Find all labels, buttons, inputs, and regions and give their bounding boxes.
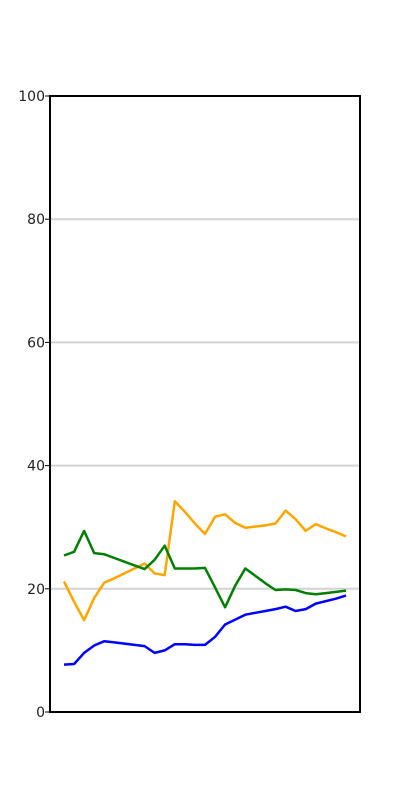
- grid-lines: [50, 218, 360, 590]
- plot-frame: [49, 95, 361, 713]
- y-tick-label-100: 100: [18, 89, 45, 105]
- series-lines: [62, 500, 347, 666]
- series-line-2: [63, 529, 347, 609]
- y-tick-label-40: 40: [27, 459, 45, 475]
- y-tick-label-60: 60: [27, 335, 45, 351]
- series-line-1: [62, 500, 347, 622]
- y-tick-label-80: 80: [27, 212, 45, 228]
- series-line-3: [63, 594, 347, 666]
- y-axis-ticks: 0 20 40 60 80 100: [18, 89, 50, 721]
- y-tick-label-20: 20: [27, 582, 45, 598]
- y-tick-label-0: 0: [36, 705, 45, 721]
